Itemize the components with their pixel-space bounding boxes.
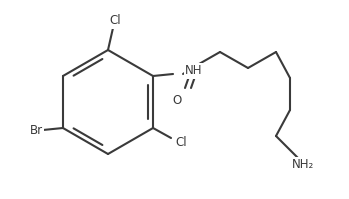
Text: Cl: Cl — [175, 136, 187, 148]
Text: Cl: Cl — [109, 15, 121, 27]
Text: O: O — [172, 95, 181, 107]
Text: Br: Br — [29, 124, 43, 137]
Text: NH₂: NH₂ — [292, 158, 314, 172]
Text: NH: NH — [185, 64, 202, 77]
